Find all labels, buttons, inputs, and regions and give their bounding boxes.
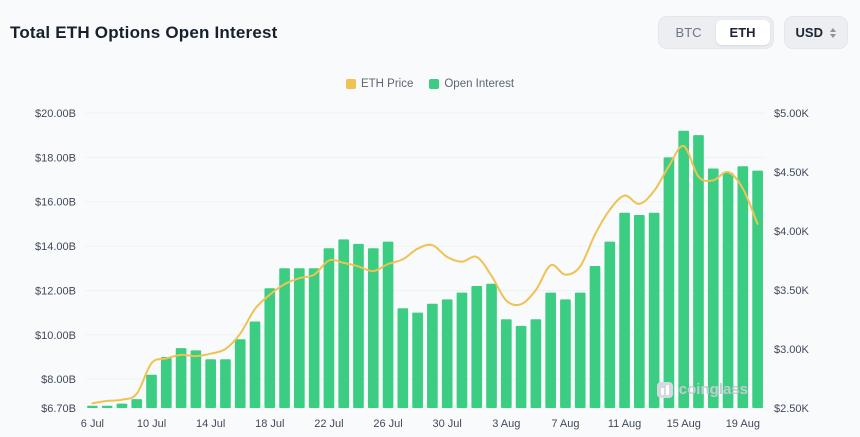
open-interest-bar[interactable] [441,299,453,408]
x-axis-tick-label: 19 Aug [726,418,760,430]
chart-canvas: $6.70B $8.00B $10.00B $12.00B $14.00B $16.00B… [35,108,810,430]
open-interest-bar[interactable] [160,356,172,408]
open-interest-bar[interactable] [101,405,113,408]
x-axis-tick-label: 10 Jul [137,418,166,430]
open-interest-bar[interactable] [220,359,231,408]
x-axis-tick-label: 14 Jul [196,418,225,430]
legend-label-eth-price: ETH Price [360,78,414,90]
open-interest-bar[interactable] [116,403,128,408]
open-interest-bar[interactable] [323,248,335,408]
x-axis-tick-label: 6 Jul [81,418,104,430]
header: Total ETH Options Open Interest BTC ETH … [10,16,848,49]
open-interest-bar[interactable] [412,312,423,408]
chart[interactable]: $6.70B $8.00B $10.00B $12.00B $14.00B $16.00B… [0,95,860,432]
open-interest-bar[interactable] [530,319,542,408]
open-interest-bar[interactable] [648,212,660,408]
left-axis-tick-label: $12.00B [35,285,76,297]
page-title: Total ETH Options Open Interest [10,22,278,42]
open-interest-bar[interactable] [515,325,527,408]
open-interest-bar[interactable] [382,241,394,408]
open-interest-bar[interactable] [264,288,276,408]
coinglass-logo-icon [656,381,673,398]
open-interest-bar[interactable] [87,405,98,408]
open-interest-bar[interactable] [456,292,468,408]
eth-price-line [91,144,759,405]
x-axis-tick-label: 26 Jul [373,418,402,430]
left-axis-tick-label: $10.00B [35,330,76,342]
open-interest-bar[interactable] [722,172,734,408]
x-axis-tick-label: 18 Jul [255,418,284,430]
header-controls: BTC ETH USD [657,16,848,49]
open-interest-bar[interactable] [707,168,719,408]
open-interest-bar[interactable] [190,350,202,408]
open-interest-bar[interactable] [249,321,261,408]
open-interest-bar[interactable] [131,399,143,408]
open-interest-bar[interactable] [175,348,187,408]
open-interest-bar[interactable] [545,292,556,408]
currency-selector[interactable]: USD [783,16,848,49]
right-axis-tick-label: $3.50K [774,285,810,297]
legend-item-open-interest[interactable]: Open Interest [429,78,514,90]
left-axis-tick-label: $6.70B [41,403,76,415]
open-interest-bar[interactable] [146,374,157,408]
legend-swatch-open-interest [429,79,440,89]
updown-chevron-icon [830,27,836,38]
x-axis-tick-label: 15 Aug [667,418,701,430]
open-interest-bar[interactable] [338,239,350,408]
asset-toggle-btc[interactable]: BTC [662,20,716,45]
x-axis-tick-label: 30 Jul [432,418,461,430]
x-axis-tick-label: 22 Jul [314,418,343,430]
legend-label-open-interest: Open Interest [444,78,515,90]
open-interest-bar[interactable] [752,170,763,408]
open-interest-bar[interactable] [486,283,497,408]
open-interest-bar[interactable] [604,241,616,408]
chart-legend: ETH Price Open Interest [0,78,860,90]
open-interest-bar[interactable] [205,359,216,408]
open-interest-bar[interactable] [560,299,571,408]
legend-swatch-eth-price [345,79,356,89]
open-interest-bar[interactable] [634,215,645,408]
open-interest-bar[interactable] [663,157,675,408]
open-interest-bar[interactable] [367,248,379,408]
x-axis-tick-label: 7 Aug [551,418,579,430]
open-interest-bar[interactable] [397,308,409,408]
asset-toggle: BTC ETH [657,16,774,49]
left-axis-tick-label: $18.00B [35,152,76,164]
right-axis-tick-label: $5.00K [774,108,810,120]
right-axis-tick-label: $2.50K [774,403,810,415]
x-axis-tick-label: 11 Aug [608,418,641,430]
chevron-up-icon [830,27,836,32]
x-axis-tick-label: 3 Aug [492,418,520,430]
open-interest-bar[interactable] [471,286,483,408]
open-interest-bar[interactable] [279,268,290,408]
open-interest-bar[interactable] [308,268,320,408]
open-interest-bar[interactable] [234,339,246,408]
right-axis-tick-label: $4.00K [774,226,810,238]
chevron-down-icon [830,33,836,38]
open-interest-bar[interactable] [693,135,704,408]
left-axis-tick-label: $8.00B [41,374,76,386]
currency-label: USD [795,25,823,40]
left-axis-tick-label: $16.00B [35,197,76,209]
open-interest-bar[interactable] [737,166,749,408]
open-interest-bar[interactable] [678,130,690,408]
open-interest-bar[interactable] [294,268,305,408]
coinglass-watermark: coinglass [656,381,748,398]
open-interest-bar[interactable] [427,303,438,408]
left-axis-tick-label: $14.00B [35,241,76,253]
open-interest-bar[interactable] [500,319,512,408]
open-interest-bar[interactable] [353,243,364,408]
legend-item-eth-price[interactable]: ETH Price [345,78,414,90]
asset-toggle-eth[interactable]: ETH [715,20,770,45]
watermark-text: coinglass [678,381,748,398]
right-axis-tick-label: $3.00K [774,344,810,356]
right-axis-tick-label: $4.50K [774,167,810,179]
open-interest-bar[interactable] [589,266,601,408]
open-interest-bar[interactable] [574,292,586,408]
open-interest-bar[interactable] [619,212,630,408]
left-axis-tick-label: $20.00B [35,108,76,120]
